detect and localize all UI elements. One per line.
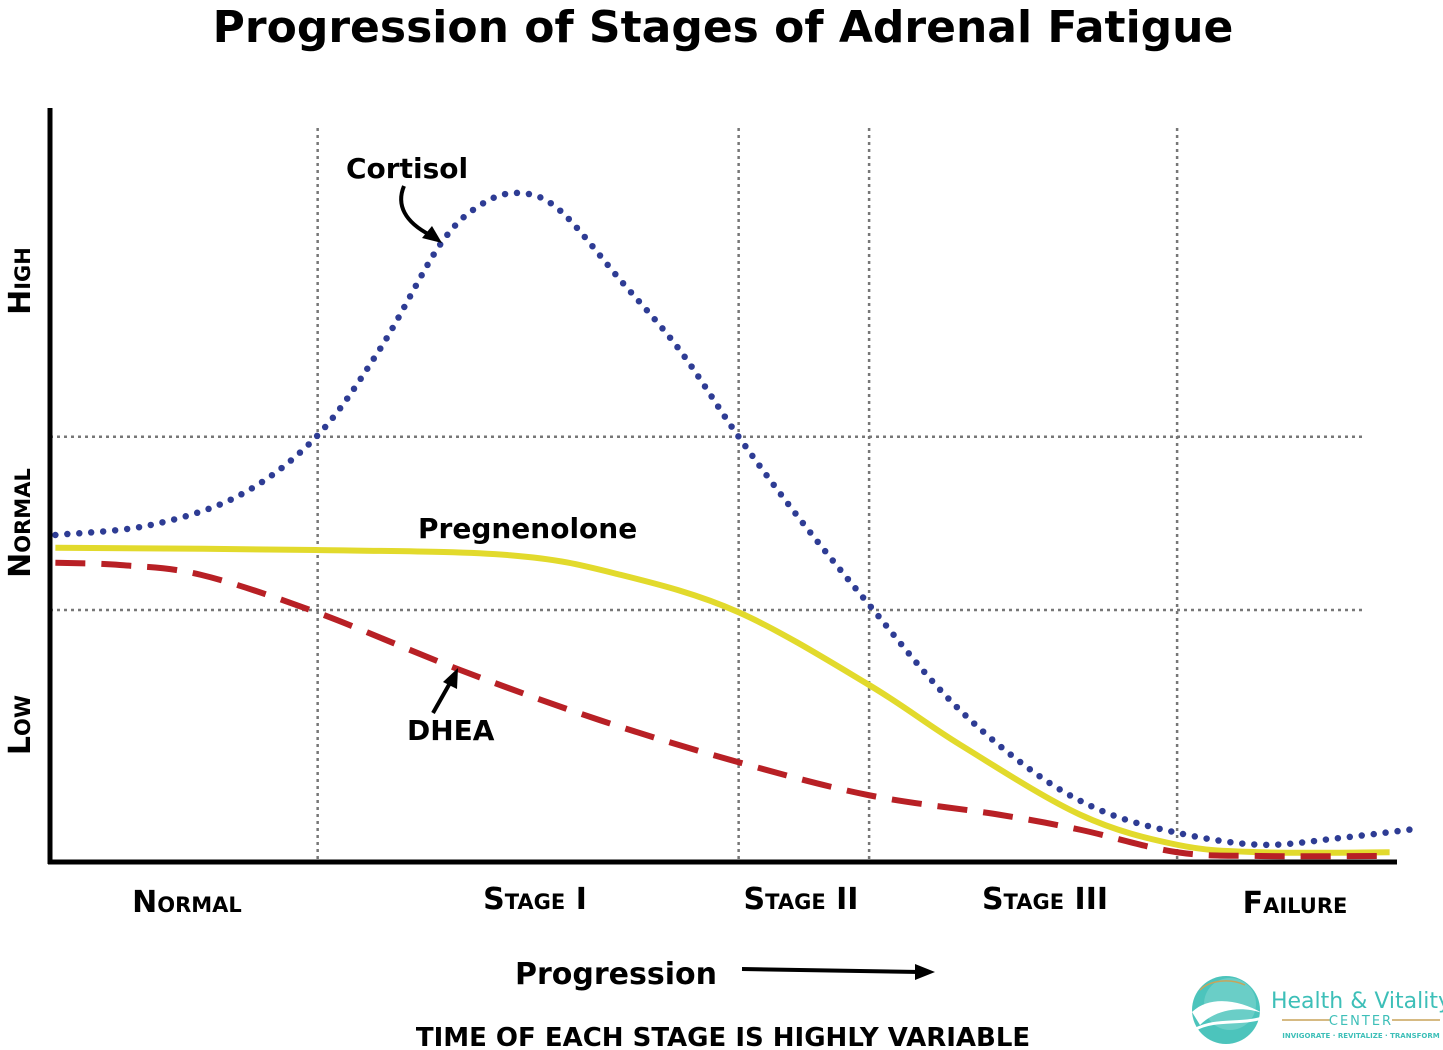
grid bbox=[50, 128, 1365, 862]
logo: Health & Vitality CENTER INVIGORATE · RE… bbox=[1192, 976, 1443, 1044]
x-tick-labels: Normal Stage I Stage II Stage III Failur… bbox=[132, 882, 1347, 921]
x-axis-label: Progression bbox=[515, 957, 717, 992]
series-cortisol-line bbox=[52, 189, 1424, 849]
x-tick-normal: Normal bbox=[132, 885, 242, 920]
x-tick-failure: Failure bbox=[1243, 886, 1348, 921]
y-tick-high: High bbox=[3, 247, 38, 315]
series-pregnenolone-line bbox=[55, 544, 1390, 856]
label-cortisol: Cortisol bbox=[346, 152, 468, 185]
y-tick-labels: Low Normal High bbox=[3, 247, 38, 755]
annotations: Cortisol Pregnenolone DHEA bbox=[346, 152, 637, 747]
series-layer bbox=[52, 189, 1424, 860]
x-tick-stage-2: Stage II bbox=[744, 882, 859, 917]
logo-sub: CENTER bbox=[1329, 1014, 1393, 1029]
y-tick-normal: Normal bbox=[3, 468, 38, 578]
dhea-arrowhead bbox=[443, 668, 458, 689]
x-tick-stage-3: Stage III bbox=[982, 882, 1108, 917]
x-tick-stage-1: Stage I bbox=[483, 882, 587, 917]
cortisol-arrowhead bbox=[422, 226, 442, 243]
logo-name: Health & Vitality bbox=[1271, 989, 1443, 1014]
footnote: TIME OF EACH STAGE IS HIGHLY VARIABLE bbox=[416, 1023, 1030, 1050]
label-dhea: DHEA bbox=[407, 714, 495, 747]
chart-title: Progression of Stages of Adrenal Fatigue bbox=[213, 2, 1234, 53]
progression-arrow bbox=[741, 964, 935, 980]
y-tick-low: Low bbox=[3, 695, 38, 755]
label-pregnenolone: Pregnenolone bbox=[418, 512, 637, 545]
logo-tagline: INVIGORATE · REVITALIZE · TRANSFORM bbox=[1282, 1032, 1439, 1040]
series-dhea-line bbox=[55, 559, 1390, 860]
cortisol-arrow bbox=[399, 185, 431, 237]
dhea-arrow bbox=[431, 682, 452, 714]
